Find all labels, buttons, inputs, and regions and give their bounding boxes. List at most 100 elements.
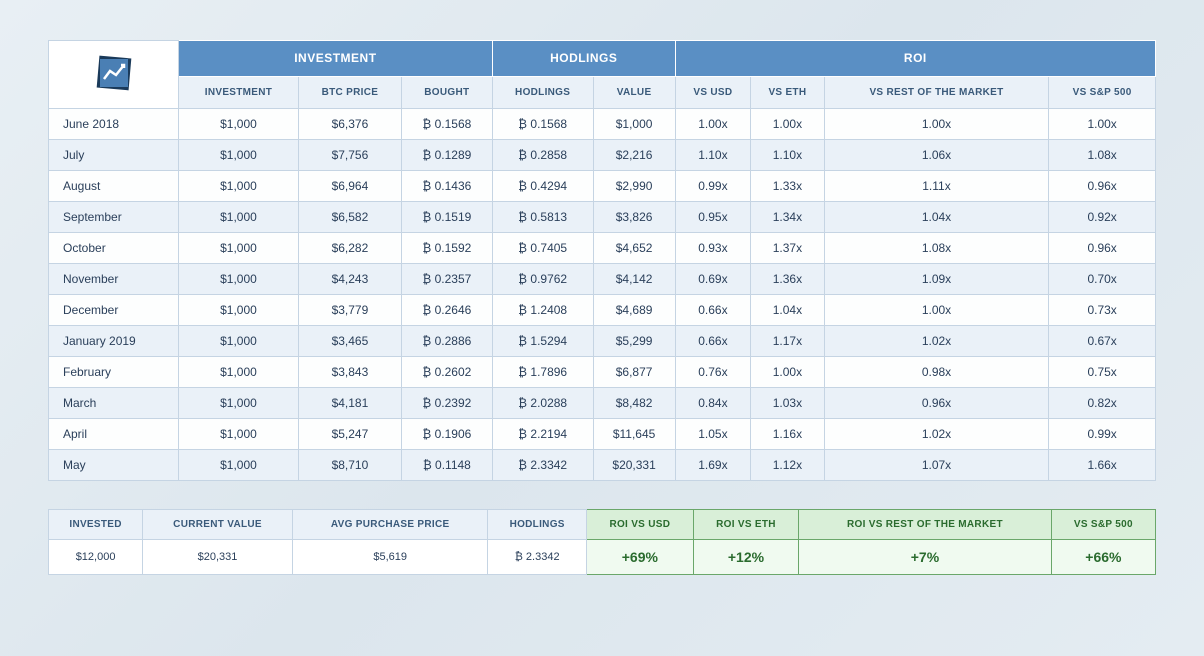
summary-v-avg-price: $5,619 [292, 540, 488, 575]
table-row: June 2018$1,000$6,376₿ 0.1568₿ 0.1568$1,… [49, 109, 1156, 140]
cell-value: $1,000 [593, 109, 675, 140]
cell-vs-eth: 1.36x [751, 264, 825, 295]
cell-vs-eth: 1.03x [751, 388, 825, 419]
cell-bought: ₿ 0.2886 [401, 326, 492, 357]
cell-vs-eth: 1.34x [751, 202, 825, 233]
cell-value: $11,645 [593, 419, 675, 450]
cell-month: February [49, 357, 179, 388]
cell-investment: $1,000 [179, 357, 299, 388]
cell-value: $4,689 [593, 295, 675, 326]
cell-investment: $1,000 [179, 419, 299, 450]
cell-bought: ₿ 0.1906 [401, 419, 492, 450]
cell-hodlings: ₿ 1.7896 [492, 357, 593, 388]
summary-header-row: INVESTED CURRENT VALUE AVG PURCHASE PRIC… [49, 510, 1156, 540]
cell-vs-usd: 1.10x [675, 140, 750, 171]
cell-vs-rest: 1.08x [824, 233, 1049, 264]
table-row: October$1,000$6,282₿ 0.1592₿ 0.7405$4,65… [49, 233, 1156, 264]
summary-h-current-value: CURRENT VALUE [143, 510, 293, 540]
cell-value: $2,216 [593, 140, 675, 171]
summary-h-invested: INVESTED [49, 510, 143, 540]
cell-vs-rest: 1.04x [824, 202, 1049, 233]
table-row: February$1,000$3,843₿ 0.2602₿ 1.7896$6,8… [49, 357, 1156, 388]
cell-vs-sp500: 0.92x [1049, 202, 1156, 233]
cell-value: $20,331 [593, 450, 675, 481]
cell-month: August [49, 171, 179, 202]
cell-btc-price: $6,376 [298, 109, 401, 140]
cell-btc-price: $5,247 [298, 419, 401, 450]
cell-month: September [49, 202, 179, 233]
cell-vs-sp500: 0.75x [1049, 357, 1156, 388]
cell-month: March [49, 388, 179, 419]
cell-vs-eth: 1.10x [751, 140, 825, 171]
cell-vs-rest: 1.02x [824, 419, 1049, 450]
cell-vs-eth: 1.00x [751, 109, 825, 140]
cell-vs-eth: 1.33x [751, 171, 825, 202]
cell-investment: $1,000 [179, 109, 299, 140]
cell-investment: $1,000 [179, 171, 299, 202]
summary-table: INVESTED CURRENT VALUE AVG PURCHASE PRIC… [48, 509, 1156, 575]
cell-hodlings: ₿ 2.3342 [492, 450, 593, 481]
cell-hodlings: ₿ 1.2408 [492, 295, 593, 326]
col-vs-usd: VS USD [675, 76, 750, 108]
cell-btc-price: $3,465 [298, 326, 401, 357]
summary-v-sp500: +66% [1051, 540, 1155, 575]
cell-vs-rest: 1.07x [824, 450, 1049, 481]
cell-vs-sp500: 1.66x [1049, 450, 1156, 481]
cell-vs-sp500: 0.99x [1049, 419, 1156, 450]
cell-vs-rest: 1.00x [824, 295, 1049, 326]
cell-hodlings: ₿ 0.4294 [492, 171, 593, 202]
cell-hodlings: ₿ 0.9762 [492, 264, 593, 295]
cell-bought: ₿ 0.2357 [401, 264, 492, 295]
cell-vs-eth: 1.04x [751, 295, 825, 326]
cell-vs-usd: 1.05x [675, 419, 750, 450]
cell-month: October [49, 233, 179, 264]
cell-investment: $1,000 [179, 233, 299, 264]
table-row: November$1,000$4,243₿ 0.2357₿ 0.9762$4,1… [49, 264, 1156, 295]
cell-vs-eth: 1.17x [751, 326, 825, 357]
col-hodlings: HODLINGS [492, 76, 593, 108]
cell-investment: $1,000 [179, 264, 299, 295]
cell-vs-rest: 0.98x [824, 357, 1049, 388]
cell-bought: ₿ 0.1592 [401, 233, 492, 264]
cell-btc-price: $8,710 [298, 450, 401, 481]
group-header-row: INVESTMENT HODLINGS ROI [49, 41, 1156, 77]
cell-value: $5,299 [593, 326, 675, 357]
table-row: December$1,000$3,779₿ 0.2646₿ 1.2408$4,6… [49, 295, 1156, 326]
cell-bought: ₿ 0.2602 [401, 357, 492, 388]
summary-v-roi-eth: +12% [693, 540, 798, 575]
cell-hodlings: ₿ 2.2194 [492, 419, 593, 450]
cell-month: January 2019 [49, 326, 179, 357]
cell-vs-usd: 0.99x [675, 171, 750, 202]
cell-investment: $1,000 [179, 388, 299, 419]
cell-month: November [49, 264, 179, 295]
cell-hodlings: ₿ 0.7405 [492, 233, 593, 264]
cell-btc-price: $3,779 [298, 295, 401, 326]
cell-vs-rest: 1.09x [824, 264, 1049, 295]
cell-value: $3,826 [593, 202, 675, 233]
cell-value: $4,652 [593, 233, 675, 264]
summary-v-roi-rest: +7% [799, 540, 1052, 575]
cell-vs-usd: 0.69x [675, 264, 750, 295]
cell-vs-rest: 1.06x [824, 140, 1049, 171]
cell-vs-rest: 1.11x [824, 171, 1049, 202]
summary-value-row: $12,000 $20,331 $5,619 ₿ 2.3342 +69% +12… [49, 540, 1156, 575]
chart-logo-icon [92, 51, 136, 95]
cell-bought: ₿ 0.1148 [401, 450, 492, 481]
cell-value: $8,482 [593, 388, 675, 419]
cell-hodlings: ₿ 0.2858 [492, 140, 593, 171]
table-row: August$1,000$6,964₿ 0.1436₿ 0.4294$2,990… [49, 171, 1156, 202]
cell-vs-usd: 1.00x [675, 109, 750, 140]
cell-vs-rest: 1.00x [824, 109, 1049, 140]
summary-h-hodlings: HODLINGS [488, 510, 586, 540]
cell-vs-usd: 0.66x [675, 326, 750, 357]
sub-header-row: INVESTMENT BTC PRICE BOUGHT HODLINGS VAL… [49, 76, 1156, 108]
cell-vs-rest: 1.02x [824, 326, 1049, 357]
cell-investment: $1,000 [179, 295, 299, 326]
cell-vs-sp500: 0.96x [1049, 233, 1156, 264]
summary-h-roi-rest: ROI VS REST OF THE MARKET [799, 510, 1052, 540]
summary-v-current-value: $20,331 [143, 540, 293, 575]
summary-h-sp500: VS S&P 500 [1051, 510, 1155, 540]
summary-v-roi-usd: +69% [586, 540, 693, 575]
cell-vs-usd: 0.76x [675, 357, 750, 388]
cell-value: $4,142 [593, 264, 675, 295]
